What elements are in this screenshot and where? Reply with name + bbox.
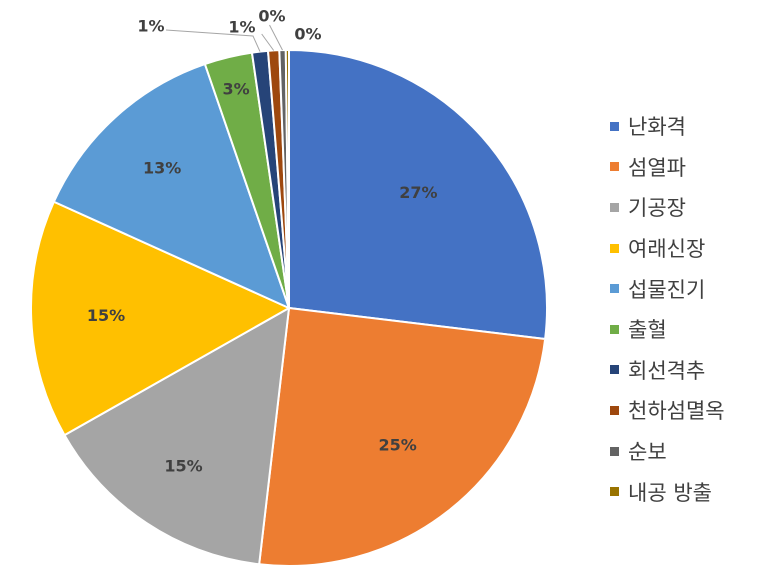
legend-item: 내공 방출 — [610, 471, 725, 512]
leader-line — [165, 29, 261, 52]
legend-swatch — [610, 162, 619, 172]
legend-label: 출혈 — [628, 318, 667, 343]
pie-slice — [52, 63, 290, 309]
legend-item: 순보 — [610, 431, 725, 472]
data-label: 1% — [137, 17, 164, 36]
legend-item: 회선격추 — [610, 350, 725, 391]
pie-slice — [258, 307, 547, 567]
legend-label: 천하섬멸옥 — [628, 399, 725, 424]
legend-swatch — [610, 284, 619, 294]
data-label: 25% — [378, 435, 416, 454]
legend-label: 난화격 — [628, 115, 686, 140]
legend-item: 기공장 — [610, 187, 725, 228]
pie-slice — [30, 200, 290, 437]
legend-item: 섭물진기 — [610, 268, 725, 309]
pie-slices — [30, 48, 548, 567]
legend-label: 여래신장 — [628, 237, 706, 262]
data-labels: 27%25%15%15%13%3%1% 1%0%0% — [87, 7, 438, 476]
data-label: 0% — [294, 25, 321, 44]
legend-swatch — [610, 446, 619, 456]
data-label: 13% — [143, 158, 181, 177]
data-label: 0% — [258, 7, 285, 26]
legend-swatch — [610, 202, 619, 212]
legend-swatch — [610, 365, 619, 375]
pie-slice — [288, 49, 548, 341]
pie-slice — [63, 307, 290, 566]
legend-item: 천하섬멸옥 — [610, 390, 725, 431]
legend-label: 순보 — [628, 440, 667, 465]
legend-label: 섬열파 — [628, 155, 686, 180]
legend-item: 출혈 — [610, 309, 725, 350]
legend-swatch — [610, 405, 619, 415]
data-label: 15% — [87, 306, 125, 325]
leader-line — [261, 33, 275, 51]
legend-label: 내공 방출 — [628, 480, 712, 505]
legend-item: 여래신장 — [610, 228, 725, 269]
legend-label: 섭물진기 — [628, 277, 706, 302]
leader-lines — [165, 24, 283, 52]
legend-label: 기공장 — [628, 196, 686, 221]
legend-item: 섬열파 — [610, 147, 725, 188]
data-label: 3% — [223, 79, 250, 98]
legend-item: 난화격 — [610, 106, 725, 147]
data-label: 15% — [164, 457, 202, 476]
pie-slice — [284, 48, 290, 309]
legend-swatch — [610, 324, 619, 334]
leader-line — [269, 24, 283, 51]
data-label: 27% — [399, 183, 437, 202]
legend-label: 회선격추 — [628, 358, 706, 383]
legend-swatch — [610, 487, 619, 497]
data-label: 1% — [228, 18, 255, 37]
legend-swatch — [610, 243, 619, 253]
legend-swatch — [610, 121, 619, 131]
